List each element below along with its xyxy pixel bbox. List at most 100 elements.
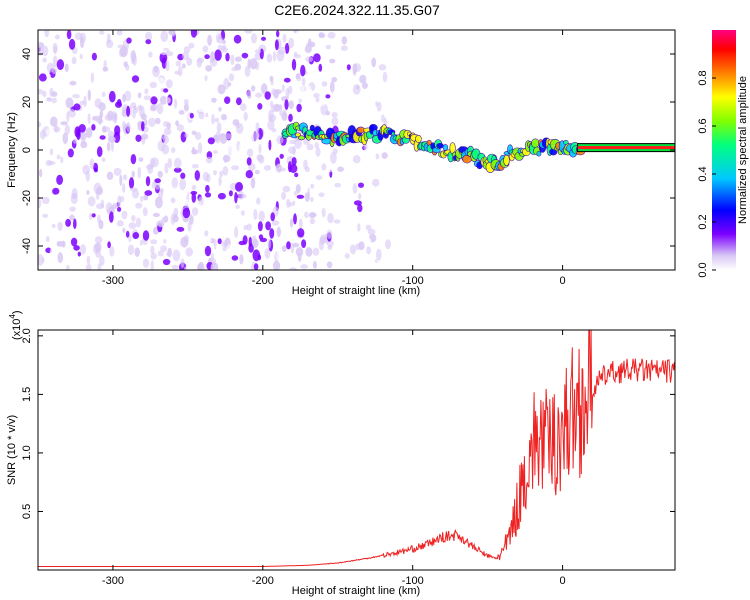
noise-blob (281, 191, 287, 200)
noise-blob (189, 112, 194, 119)
noise-blob (42, 57, 47, 63)
noise-blob (184, 133, 189, 138)
noise-blob (122, 227, 126, 233)
noise-blob (284, 42, 290, 54)
noise-blob (143, 95, 152, 101)
noise-blob (160, 30, 169, 43)
noise-blob (80, 141, 88, 149)
noise-blob (292, 200, 296, 206)
noise-blob (78, 124, 86, 133)
noise-blob (56, 154, 61, 160)
noise-blob (265, 221, 271, 231)
noise-blob (252, 130, 259, 141)
noise-blob (173, 167, 182, 173)
noise-blob (182, 207, 191, 219)
noise-blob (119, 174, 123, 186)
noise-blob (79, 32, 86, 43)
noise-blob (290, 242, 295, 254)
noise-blob (240, 210, 245, 216)
noise-blob (157, 77, 165, 88)
noise-blob (180, 172, 186, 180)
noise-blob (224, 154, 228, 164)
spectrogram-xlabel: Height of straight line (km) (292, 285, 420, 297)
noise-blob (258, 143, 262, 154)
noise-blob (333, 219, 341, 224)
noise-blob (297, 228, 305, 238)
snr-scale-label: (x104) (8, 310, 23, 340)
noise-blob (228, 190, 233, 197)
noise-blob (273, 103, 281, 112)
noise-blob (138, 157, 144, 162)
noise-blob (261, 36, 266, 41)
noise-blob (349, 192, 355, 200)
noise-blob (189, 215, 194, 221)
noise-blob (298, 85, 305, 93)
noise-blob (38, 88, 43, 95)
noise-blob (367, 228, 376, 235)
noise-blob (312, 247, 320, 256)
noise-blob (293, 51, 298, 57)
y-tick-label: 2.0 (21, 328, 33, 343)
noise-blob (126, 105, 131, 117)
noise-blob (150, 96, 158, 105)
noise-blob (77, 251, 82, 257)
noise-blob (294, 172, 299, 178)
noise-blob (49, 247, 55, 255)
noise-blob (281, 84, 285, 93)
noise-blob (195, 203, 203, 210)
noise-blob (94, 236, 103, 244)
noise-blob (87, 196, 96, 207)
noise-blob (298, 218, 303, 229)
noise-blob (61, 82, 69, 88)
noise-blob (197, 103, 205, 113)
noise-blob (97, 263, 102, 270)
ridge-blob (531, 138, 540, 149)
noise-blob (214, 49, 222, 61)
noise-blob (190, 30, 197, 38)
noise-blob (127, 244, 135, 256)
noise-blob (141, 121, 145, 132)
noise-blob (152, 212, 160, 218)
noise-blob (314, 142, 319, 149)
noise-blob (294, 137, 302, 149)
noise-blob (165, 97, 171, 104)
noise-blob (135, 134, 142, 142)
noise-blob (197, 142, 203, 154)
noise-blob (217, 84, 226, 95)
noise-blob (112, 202, 118, 210)
ridge-blob (415, 134, 422, 143)
noise-blob (309, 41, 316, 48)
noise-blob (156, 103, 164, 115)
noise-blob (116, 220, 124, 227)
noise-blob (229, 263, 235, 269)
noise-blob (371, 57, 377, 68)
noise-blob (63, 30, 67, 35)
noise-blob (132, 232, 140, 239)
noise-blob (249, 58, 258, 70)
noise-blob (161, 144, 170, 155)
noise-blob (220, 46, 228, 53)
figure-title: C2E6.2024.322.11.35.G07 (274, 2, 440, 18)
noise-blob (321, 163, 327, 171)
noise-blob (140, 113, 147, 121)
noise-blob (80, 244, 86, 255)
noise-blob (73, 218, 77, 230)
noise-blob (255, 92, 263, 98)
spectrogram-marks (38, 30, 675, 270)
noise-blob (131, 75, 140, 83)
y-tick-label: 0.5 (21, 504, 33, 519)
noise-blob (267, 33, 274, 40)
colorbar-tick-label: 0.6 (697, 118, 709, 133)
noise-blob (252, 249, 261, 262)
noise-blob (191, 184, 197, 191)
noise-blob (144, 88, 149, 95)
noise-blob (235, 122, 244, 134)
snr-scale-exponent: 4 (8, 314, 17, 319)
spectrogram-ylabel: Frequency (Hz) (6, 112, 18, 188)
noise-blob (292, 242, 300, 248)
noise-blob (79, 53, 83, 60)
noise-blob (381, 152, 388, 159)
noise-blob (65, 218, 71, 227)
noise-blob (61, 240, 66, 248)
noise-blob (205, 112, 209, 118)
